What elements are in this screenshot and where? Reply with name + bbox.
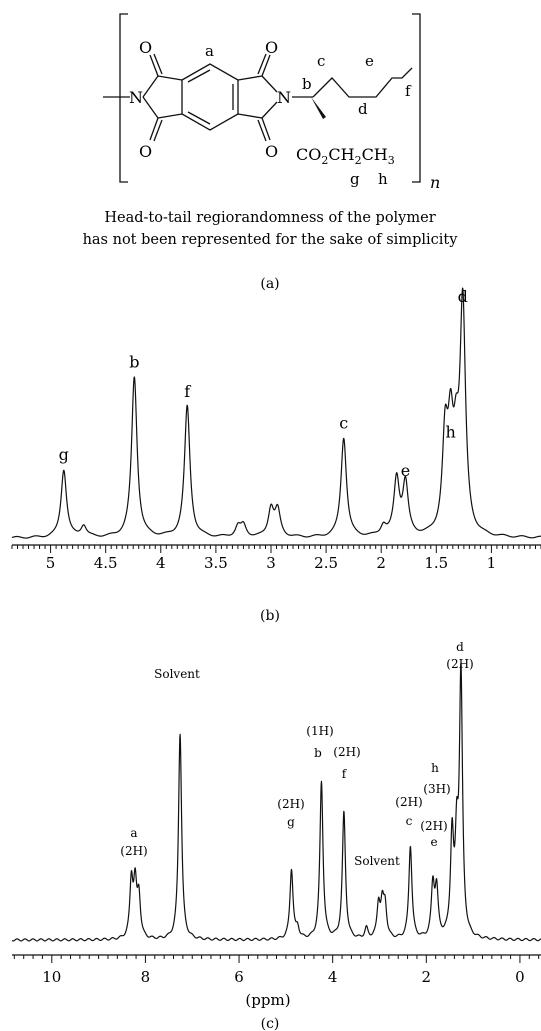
label-c: c (317, 52, 325, 70)
peak-label-d: d (458, 287, 468, 306)
peak-label-h: h (445, 423, 455, 442)
benzene-ring (181, 63, 239, 131)
nmr-spectrum-b: 5 4.5 4 3.5 3 2.5 2 1.5 1 g b f c e h d (b) (11, 287, 541, 624)
x-tick-labels-b: 5 4.5 4 3.5 3 2.5 2 1.5 1 (46, 554, 496, 572)
label-d: d (358, 100, 368, 118)
ester-formula: CO2CH2CH3 (296, 145, 395, 167)
oxygen-label: O (265, 38, 278, 57)
annotation-solvent-2: Solvent (354, 854, 400, 868)
annotation-g-integral: (2H) (277, 797, 304, 811)
label-a: a (205, 42, 214, 60)
annotation-d: d (456, 640, 464, 654)
x-tick-label: 3 (266, 554, 276, 572)
wedge-bond (311, 97, 326, 119)
annotation-h-integral: (3H) (423, 782, 450, 796)
peak-label-c: c (339, 414, 348, 433)
annotation-b: b (314, 746, 322, 760)
peak-label-e: e (401, 461, 410, 480)
oxygen-label: O (265, 142, 278, 161)
label-g: g (350, 170, 360, 188)
annotation-e: e (430, 835, 437, 849)
carbonyl-bond (149, 54, 159, 77)
x-tick-label: 1.5 (424, 554, 448, 572)
peak-label-f: f (184, 382, 191, 401)
aromatic-bond (187, 111, 211, 125)
annotation-b-integral: (1H) (306, 724, 333, 738)
x-tick-label: 4.5 (94, 554, 118, 572)
bond (237, 75, 263, 81)
bond (142, 96, 159, 119)
oxygen-label: O (139, 38, 152, 57)
x-tick-labels-c: 10 8 6 4 2 0 (42, 968, 524, 986)
carbonyl-bond (149, 117, 159, 141)
x-tick-label: 4 (156, 554, 166, 572)
x-tick-label: 6 (234, 968, 244, 986)
x-tick-label: 3.5 (204, 554, 228, 572)
nitrogen-label: N (277, 88, 291, 107)
annotation-f-integral: (2H) (333, 745, 360, 759)
panel-b-label: (b) (260, 608, 280, 624)
spectrum-trace-c (11, 663, 541, 942)
carbonyl-bond (261, 117, 271, 141)
alkyl-chain (312, 67, 413, 98)
annotation-a: a (130, 826, 137, 840)
annotation-h: h (431, 761, 439, 775)
annotation-c: c (406, 814, 413, 828)
x-ticks-c (13, 955, 540, 963)
label-h: h (378, 170, 388, 188)
label-f: f (405, 82, 412, 100)
bond (157, 75, 183, 81)
x-ticks-b (11, 545, 541, 553)
peak-label-b: b (129, 353, 139, 372)
x-tick-label: 8 (141, 968, 151, 986)
aromatic-bond (187, 69, 211, 83)
x-tick-label: 0 (515, 968, 525, 986)
x-axis-label-c: (ppm) (245, 991, 290, 1009)
nmr-spectrum-c: 10 8 6 4 2 0 (ppm) (c) a (2H) Solvent g (2H) … (11, 640, 541, 1031)
panel-c-label: (c) (261, 1016, 280, 1031)
carbonyl-bond (257, 119, 267, 142)
x-tick-label: 2 (422, 968, 432, 986)
label-b: b (302, 75, 312, 93)
oxygen-label: O (139, 142, 152, 161)
peak-labels-b: g b f c e h d (59, 287, 468, 480)
nitrogen-label: N (129, 88, 143, 107)
spectrum-trace-b (11, 287, 541, 539)
x-tick-label: 2.5 (314, 554, 338, 572)
panel-a-label: (a) (260, 276, 279, 292)
carbonyl-bond (257, 53, 267, 75)
carbonyl-bond (261, 54, 271, 77)
chemical-structure: O O O O N N a b c d e f n CO2CH2CH3 g h … (83, 13, 459, 292)
annotation-solvent: Solvent (154, 667, 200, 681)
bond (261, 75, 278, 93)
bond (261, 101, 278, 119)
x-tick-label: 1 (487, 554, 497, 572)
bond (142, 75, 159, 98)
annotation-e-integral: (2H) (420, 819, 447, 833)
x-tick-label: 5 (46, 554, 56, 572)
left-bracket (119, 13, 128, 183)
carbonyl-bond (153, 53, 163, 75)
note-line-1: Head-to-tail regiorandomness of the poly… (104, 210, 435, 226)
annotation-c-integral: (2H) (395, 795, 422, 809)
x-tick-label: 10 (42, 968, 61, 986)
label-e: e (365, 52, 374, 70)
annotation-d-integral: (2H) (446, 657, 473, 671)
x-tick-label: 2 (376, 554, 386, 572)
note-line-2: has not been represented for the sake of… (83, 232, 459, 248)
annotation-g: g (287, 815, 295, 829)
right-bracket (412, 13, 421, 183)
carbonyl-bond (153, 119, 163, 142)
label-n: n (430, 173, 440, 192)
bond (157, 113, 183, 119)
bond (237, 113, 263, 119)
peak-label-g: g (59, 445, 69, 464)
x-tick-label: 4 (328, 968, 338, 986)
annotation-a-integral: (2H) (120, 844, 147, 858)
annotation-f: f (342, 767, 348, 781)
